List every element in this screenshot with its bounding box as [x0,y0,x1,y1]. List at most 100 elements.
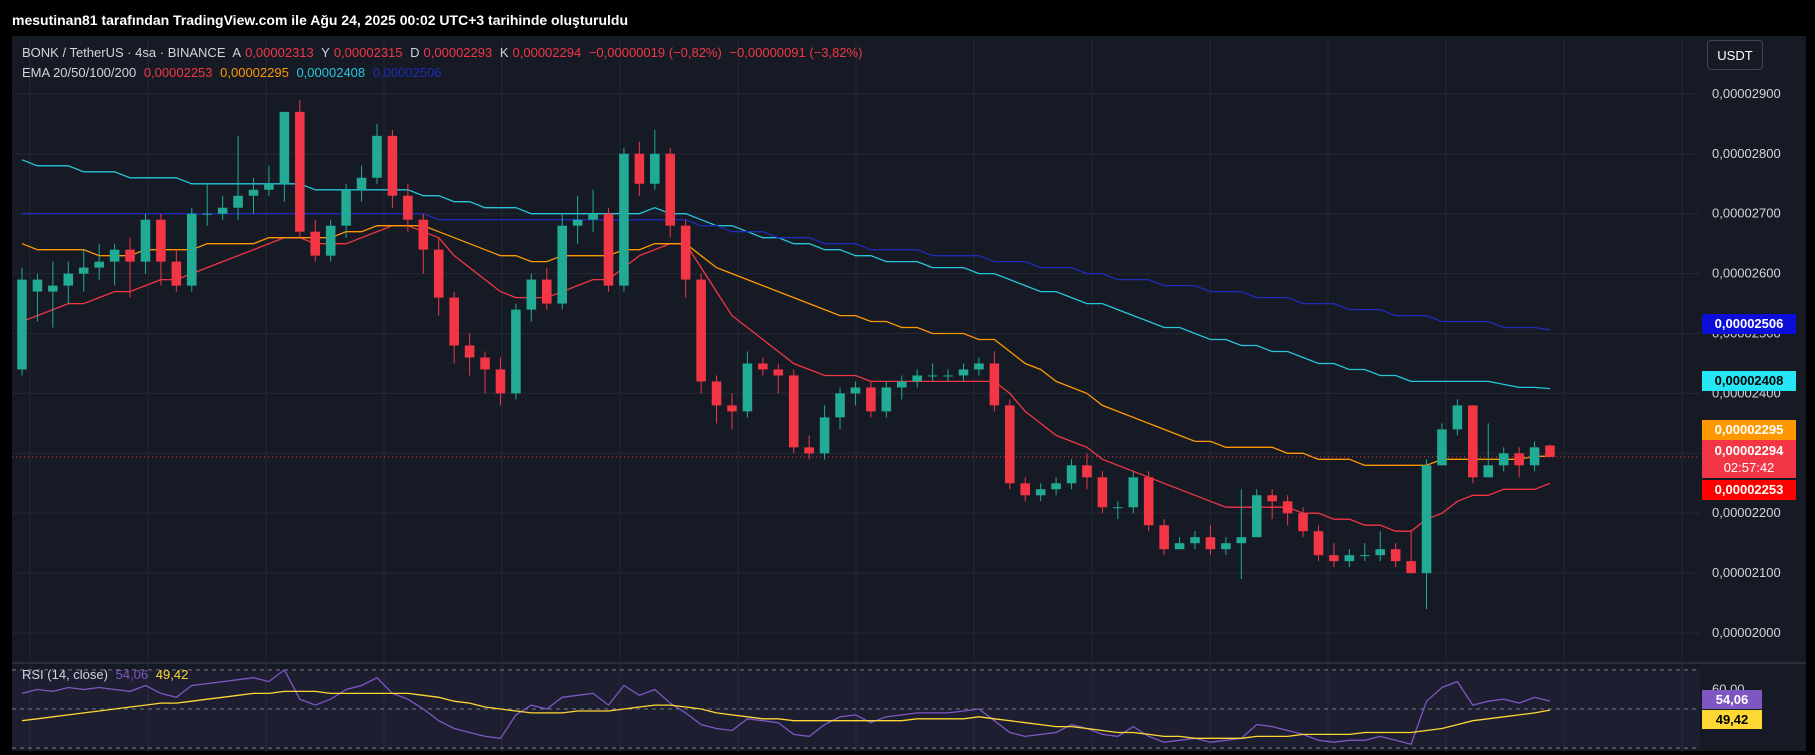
candle-body [1344,555,1355,562]
candle-body [819,417,830,454]
candle-body [1205,537,1216,550]
candle-body [356,177,367,190]
last-price-value: 0,00002294 [1714,443,1784,458]
candle-body [634,153,645,184]
candle-body [711,381,722,406]
y-tick-label: 0,00002600 [1712,266,1781,281]
candle-body [387,135,398,196]
low-key: D [410,45,420,60]
low-label: D 0,00002293 [410,45,492,60]
y-tick-label: 0,00002000 [1712,625,1781,640]
ema100-value: 0,00002408 [296,65,366,80]
candle-body [758,363,768,370]
candle-body [1051,483,1061,490]
candle-body [1267,495,1277,502]
candle-body [727,405,737,412]
candle-body [202,213,212,215]
candle-body [1159,525,1169,550]
candle-body [310,231,321,256]
rsi-price-tag: 54,06 [1702,690,1762,709]
candle-body [1468,405,1478,478]
y-tick-label: 0,00002800 [1712,146,1781,161]
candle-body [912,375,922,382]
candle-body [1483,465,1494,478]
candle-body [1221,543,1231,550]
ema-legend: EMA 20/50/100/200 0,00002253 0,00002295 … [22,64,445,82]
candle-body [78,267,89,274]
candle-body [1005,405,1015,484]
candle-body [171,261,182,286]
candle-body [1452,405,1463,430]
symbol-legend: BONK / TetherUS · 4sa · BINANCE A 0,00002… [22,44,866,62]
candle-body [557,225,567,304]
candle-body [866,387,876,412]
rsi-label[interactable]: RSI (14, close) [22,667,108,682]
last-price-tag: 0,00002294 02:57:42 [1702,440,1796,478]
candle-body [109,249,120,262]
candle-body [788,375,799,448]
high-label: Y 0,00002315 [321,45,402,60]
candle-body [1406,561,1416,574]
candle-body [464,345,475,358]
candle-body [881,387,892,412]
candle-body [156,219,166,262]
candle-body [1174,543,1185,550]
candle-body [572,219,583,226]
candle-body [233,195,243,208]
candle-body [418,219,429,250]
candle-body [1066,465,1077,484]
rsi-ma-value: 49,42 [155,667,189,682]
rsi-value: 54,06 [115,667,149,682]
y-tick-label: 0,00002200 [1712,505,1781,520]
candle-body [1390,549,1401,562]
candle-body [1313,531,1324,556]
candle-body [372,135,382,178]
rsi-ma-price-tag: 49,42 [1702,710,1762,729]
page-title: mesutinan81 tarafından TradingView.com i… [12,12,629,28]
ema50-price-tag: 0,00002295 [1702,420,1796,440]
candle-body [989,363,1000,406]
candle-body [742,363,753,412]
candle-body [1113,507,1123,509]
y-tick-label: 0,00002900 [1712,86,1781,101]
candle-body [927,375,938,377]
currency-button[interactable]: USDT [1707,40,1763,70]
candle-body [1190,537,1200,544]
ema-line-ema20 [21,225,1551,532]
candle-body [696,279,706,382]
high-key: Y [321,45,330,60]
candle-body [325,225,336,256]
candle-body [1498,453,1509,466]
candle-body [32,279,43,292]
open-key: A [232,45,242,60]
candle-body [1545,445,1555,457]
ema-label[interactable]: EMA 20/50/100/200 [22,65,137,80]
candle-body [48,285,58,292]
candle-body [835,393,845,418]
candle-body [511,309,521,394]
candle-body [217,207,228,214]
ema-line-ema200 [22,213,1551,331]
open-value: 0,00002313 [245,45,314,60]
candle-body [248,189,259,196]
close-value: 0,00002294 [512,45,582,60]
candle-body [850,387,861,394]
rsi-legend: RSI (14, close) 54,06 49,42 [22,666,192,684]
candle-body [1421,465,1432,574]
candle-body [896,381,907,388]
candle-body [1437,429,1447,466]
candle-body [1329,555,1339,562]
candle-body [804,447,814,454]
candle-body [603,213,614,286]
close-key: K [499,45,509,60]
symbol-label[interactable]: BONK / TetherUS · 4sa · BINANCE [22,45,226,60]
candle-body [94,261,104,268]
candle-body [1251,495,1262,538]
candle-body [1128,477,1139,508]
open-label: A 0,00002313 [232,45,313,60]
rsi-line-rsi [21,668,1551,745]
ema20-price-tag: 0,00002253 [1702,480,1796,500]
candle-body [1020,483,1031,496]
change-value: −0,00000019 (−0,82%) [588,45,722,60]
